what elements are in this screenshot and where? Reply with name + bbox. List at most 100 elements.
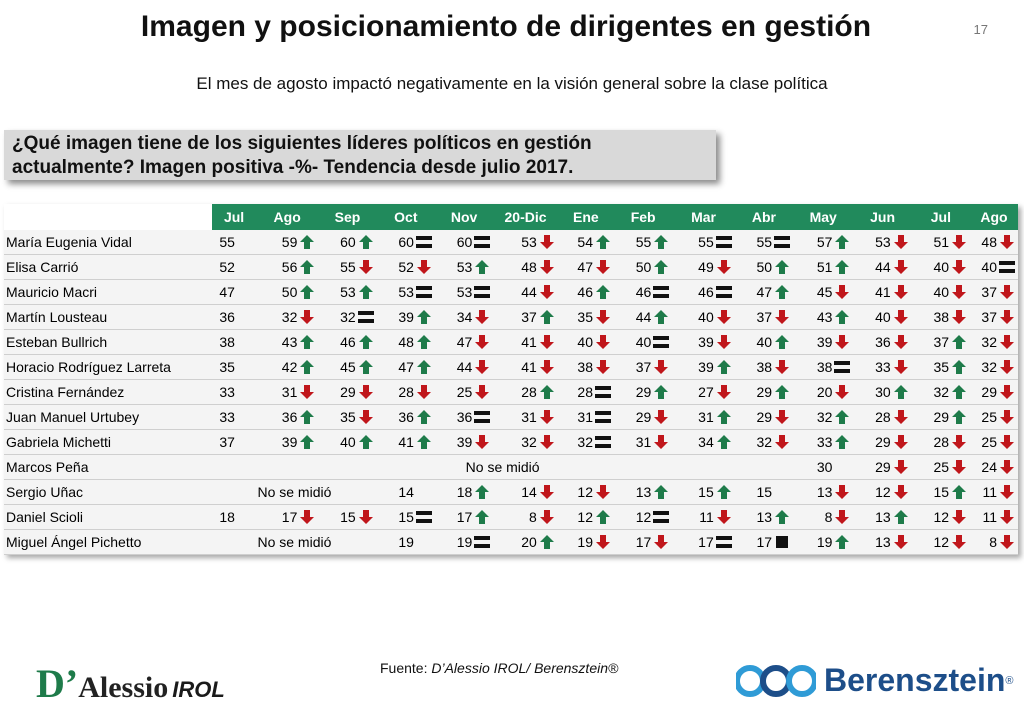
- value-cell: 32: [557, 429, 614, 455]
- arrow-up-icon: [833, 434, 851, 450]
- arrow-down-icon: [715, 509, 733, 525]
- arrow-up-icon: [298, 409, 316, 425]
- value-cell: 33: [793, 429, 854, 455]
- arrow-down-icon: [473, 334, 491, 350]
- value-cell: 20: [493, 529, 558, 555]
- value-cell: 29: [853, 429, 912, 455]
- equal-icon: [473, 534, 491, 550]
- column-header: Mar: [672, 204, 735, 230]
- arrow-down-icon: [298, 309, 316, 325]
- value-cell: 18: [434, 479, 494, 505]
- value-cell: 12: [557, 479, 614, 505]
- value-cell: 14: [493, 479, 558, 505]
- arrow-up-icon: [773, 334, 791, 350]
- leader-name: Horacio Rodríguez Larreta: [4, 354, 213, 380]
- arrow-up-icon: [833, 309, 851, 325]
- arrow-down-icon: [950, 509, 968, 525]
- not-measured-note: No se midió: [212, 529, 377, 555]
- value-cell: 12: [614, 504, 673, 530]
- value-cell: 33: [853, 354, 912, 380]
- arrow-up-icon: [298, 234, 316, 250]
- value-cell: 29: [614, 404, 673, 430]
- arrow-down-icon: [892, 359, 910, 375]
- equal-icon: [715, 234, 733, 250]
- arrow-down-icon: [892, 284, 910, 300]
- equal-icon: [833, 359, 851, 375]
- value-cell: 37: [970, 279, 1018, 305]
- arrow-down-icon: [357, 509, 375, 525]
- value-cell: 19: [376, 529, 435, 555]
- value-cell: 32: [970, 329, 1018, 355]
- table-row: Sergio Uñac No se midió 14 18 14 12 13 15 15 13 12…: [4, 479, 1018, 505]
- value-cell: 46: [614, 279, 673, 305]
- value-cell: 32: [255, 304, 319, 330]
- value-cell: 39: [255, 429, 319, 455]
- column-header: Jun: [853, 204, 912, 230]
- arrow-up-icon: [892, 509, 910, 525]
- equal-icon: [715, 284, 733, 300]
- table-row: Elisa Carrió 52 56 55 52 53 48 47 50 49 50 51 44 40 40: [4, 254, 1018, 280]
- value-cell: 24: [970, 454, 1018, 480]
- value-cell: 19: [793, 529, 854, 555]
- value-cell: 25: [911, 454, 971, 480]
- arrow-up-icon: [415, 334, 433, 350]
- column-header: 20-Dic: [493, 204, 558, 230]
- column-header: Abr: [734, 204, 794, 230]
- value-cell: 53: [376, 279, 435, 305]
- arrow-down-icon: [998, 434, 1016, 450]
- column-header: Oct: [376, 204, 435, 230]
- value-cell: 14: [376, 479, 435, 505]
- arrow-up-icon: [415, 309, 433, 325]
- arrow-down-icon: [950, 534, 968, 550]
- value-cell: 51: [911, 230, 971, 255]
- value-cell: 40: [911, 254, 971, 280]
- table-row: Cristina Fernández 33 31 29 28 25 28 28 29 27 29 20…: [4, 379, 1018, 405]
- arrow-up-icon: [415, 409, 433, 425]
- table-row: Gabriela Michetti 37 39 40 41 39 32 32 31 34 32 33 2…: [4, 429, 1018, 455]
- value-cell: 15: [734, 479, 794, 505]
- value-cell: 37: [970, 304, 1018, 330]
- value-cell: 46: [557, 279, 614, 305]
- arrow-down-icon: [833, 509, 851, 525]
- arrow-up-icon: [950, 409, 968, 425]
- arrow-down-icon: [833, 384, 851, 400]
- equal-icon: [415, 284, 433, 300]
- arrow-up-icon: [415, 434, 433, 450]
- arrow-down-icon: [715, 334, 733, 350]
- not-measured-note: No se midió: [212, 479, 377, 505]
- value-cell: 15: [376, 504, 435, 530]
- arrow-up-icon: [473, 509, 491, 525]
- leader-name: Esteban Bullrich: [4, 329, 213, 355]
- table-header-row: Jul Ago Sep Oct Nov 20-Dic Ene Feb Mar Abr May Jun J…: [4, 204, 1018, 230]
- arrow-up-icon: [950, 484, 968, 500]
- arrow-down-icon: [950, 459, 968, 475]
- arrow-up-icon: [652, 234, 670, 250]
- arrow-down-icon: [357, 259, 375, 275]
- equal-icon: [998, 259, 1016, 275]
- arrow-up-icon: [594, 234, 612, 250]
- arrow-down-icon: [538, 434, 556, 450]
- arrow-down-icon: [892, 484, 910, 500]
- value-cell: 31: [614, 429, 673, 455]
- value-cell: 38: [212, 329, 256, 355]
- value-cell: 55: [734, 230, 794, 255]
- value-cell: 32: [911, 379, 971, 405]
- value-cell: 32: [318, 304, 377, 330]
- arrow-down-icon: [652, 434, 670, 450]
- value-cell: 55: [672, 230, 735, 255]
- column-header: Nov: [434, 204, 494, 230]
- arrow-down-icon: [892, 334, 910, 350]
- arrow-up-icon: [892, 384, 910, 400]
- arrow-up-icon: [773, 259, 791, 275]
- leader-name: Miguel Ángel Pichetto: [4, 529, 213, 555]
- arrow-down-icon: [415, 259, 433, 275]
- arrow-down-icon: [998, 484, 1016, 500]
- value-cell: 39: [376, 304, 435, 330]
- value-cell: 46: [672, 279, 735, 305]
- leader-name: Elisa Carrió: [4, 254, 213, 280]
- value-cell: 32: [734, 429, 794, 455]
- value-cell: 38: [911, 304, 971, 330]
- arrow-down-icon: [538, 509, 556, 525]
- value-cell: 40: [734, 329, 794, 355]
- value-cell: 48: [970, 230, 1018, 255]
